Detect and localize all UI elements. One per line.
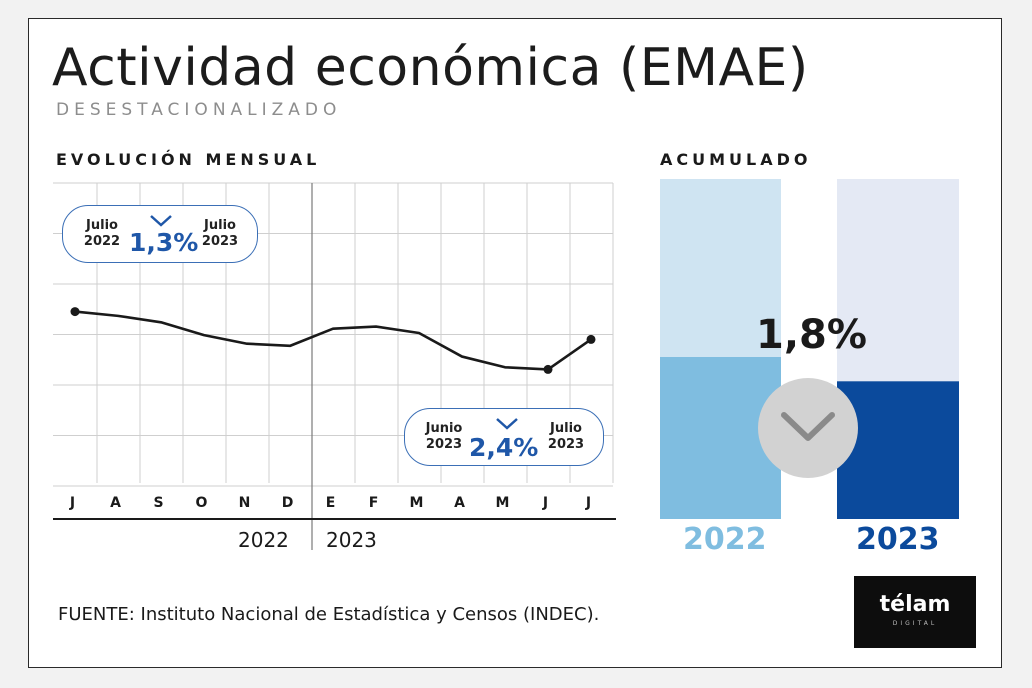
annotation-2-from-month: Junio <box>425 421 463 436</box>
x-tick-label: J <box>542 495 549 511</box>
annotation-1-to-year: 2023 <box>201 234 239 249</box>
x-tick-label: M <box>410 495 425 511</box>
annotation-1-to: Julio 2023 <box>195 218 245 250</box>
annotation-1-from-year: 2022 <box>83 234 121 249</box>
decrease-badge <box>758 378 858 478</box>
line-chart-series <box>70 307 596 374</box>
x-tick-label: M <box>496 495 511 511</box>
x-tick-label: S <box>153 495 164 511</box>
x-tick-label: A <box>454 495 466 511</box>
x-tick-label: A <box>110 495 122 511</box>
bar-year-2023: 2023 <box>856 522 940 557</box>
annotation-2-from: Junio 2023 <box>417 421 471 453</box>
logo-wordmark: télam <box>879 592 951 617</box>
annotation-1-from-month: Julio <box>86 218 118 233</box>
chevron-down-icon <box>496 418 518 430</box>
annotation-1-from: Julio 2022 <box>77 218 127 250</box>
annotation-2-to: Julio 2023 <box>541 421 591 453</box>
year-label-2022: 2022 <box>238 528 289 552</box>
page-subtitle: DESESTACIONALIZADO <box>56 100 342 120</box>
accumulated-bars <box>660 179 959 519</box>
annotation-1-to-month: Julio <box>204 218 236 233</box>
annotation-2-to-year: 2023 <box>547 437 585 452</box>
x-tick-label: N <box>239 495 252 511</box>
series-line <box>74 310 592 371</box>
bar-2023 <box>837 381 959 519</box>
annotation-2-to-month: Julio <box>550 421 582 436</box>
chevron-down-icon <box>781 412 835 441</box>
accumulated-section-heading: ACUMULADO <box>660 150 812 169</box>
telam-logo: télam DIGITAL <box>854 576 976 648</box>
x-tick-label: F <box>369 495 380 511</box>
annotation-bubble-2: Junio 2023 2,4% Julio 2023 <box>404 408 604 466</box>
annotation-2-from-year: 2023 <box>425 437 463 452</box>
bar-year-2022: 2022 <box>683 522 767 557</box>
annotation-2-value: 2,4% <box>469 433 539 462</box>
monthly-section-heading: EVOLUCIÓN MENSUAL <box>56 150 321 169</box>
annotation-bubble-1: Julio 2022 1,3% Julio 2023 <box>62 205 258 263</box>
chevron-down-icon <box>150 215 172 227</box>
x-tick-label: E <box>326 495 337 511</box>
accumulated-value: 1,8% <box>756 312 867 358</box>
data-point <box>70 307 80 317</box>
x-tick-label: O <box>196 495 209 511</box>
year-label-2023: 2023 <box>326 528 377 552</box>
data-point <box>543 364 553 374</box>
logo-subtitle: DIGITAL <box>892 620 938 627</box>
source-note: FUENTE: Instituto Nacional de Estadístic… <box>58 604 600 625</box>
x-tick-label: J <box>585 495 592 511</box>
annotation-1-value: 1,3% <box>129 228 199 257</box>
page-title: Actividad económica (EMAE) <box>52 38 809 98</box>
data-point <box>586 334 596 344</box>
x-tick-label: D <box>282 495 295 511</box>
x-tick-label: J <box>69 495 76 511</box>
